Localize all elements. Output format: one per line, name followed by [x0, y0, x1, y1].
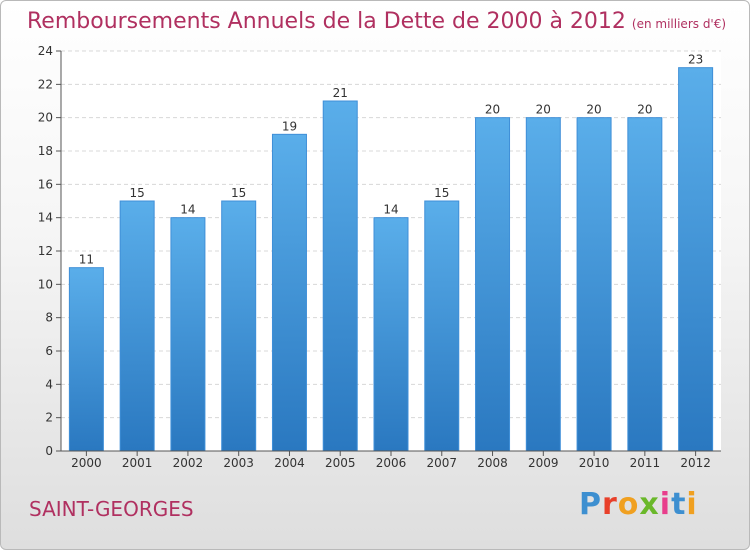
y-tick-label: 10 — [38, 277, 53, 291]
bar-value-label: 20 — [586, 103, 601, 117]
bar-2002 — [170, 217, 206, 452]
bar-value-label: 14 — [383, 203, 398, 217]
bar-2006 — [373, 217, 409, 452]
y-tick-label: 2 — [45, 411, 53, 425]
bar-value-label: 19 — [282, 119, 297, 133]
bar-value-label: 14 — [180, 203, 195, 217]
x-tick-label: 2003 — [223, 456, 254, 470]
bar-value-label: 15 — [130, 186, 145, 200]
logo-letter: t — [671, 487, 687, 522]
x-tick-label: 2001 — [122, 456, 153, 470]
bar-2010 — [576, 117, 612, 452]
bar-2001 — [119, 200, 155, 452]
y-tick-label: 6 — [45, 344, 53, 358]
bar-value-label: 20 — [485, 103, 500, 117]
logo-letter: P — [579, 487, 602, 522]
bar-value-label: 21 — [333, 86, 348, 100]
bar-value-label: 23 — [688, 53, 703, 67]
bar-value-label: 15 — [434, 186, 449, 200]
bar-2004 — [271, 133, 307, 452]
x-tick-label: 2008 — [477, 456, 508, 470]
proxiti-logo[interactable]: Proxiti — [579, 487, 698, 522]
y-tick-label: 14 — [38, 211, 53, 225]
y-tick-label: 4 — [45, 377, 53, 391]
x-tick-label: 2011 — [630, 456, 661, 470]
logo-letter: o — [617, 487, 640, 522]
logo-letter: r — [602, 487, 618, 522]
y-tick-label: 8 — [45, 311, 53, 325]
bar-value-label: 11 — [79, 253, 94, 267]
bar-value-label: 20 — [637, 103, 652, 117]
logo-letter: i — [686, 487, 698, 522]
bar-value-label: 20 — [536, 103, 551, 117]
bar-2003 — [221, 200, 257, 452]
bar-2011 — [627, 117, 663, 452]
x-tick-label: 2005 — [325, 456, 356, 470]
x-tick-label: 2004 — [274, 456, 305, 470]
x-tick-label: 2007 — [426, 456, 457, 470]
logo-letter: x — [639, 487, 660, 522]
bar-2000 — [68, 267, 104, 452]
chart-subtitle: (en milliers d'€) — [631, 17, 727, 31]
bar-2007 — [424, 200, 460, 452]
bar-2008 — [475, 117, 511, 452]
x-tick-label: 2000 — [71, 456, 102, 470]
y-tick-label: 20 — [38, 111, 53, 125]
x-tick-label: 2009 — [528, 456, 559, 470]
logo-letter: i — [659, 487, 672, 522]
x-tick-label: 2010 — [579, 456, 610, 470]
y-tick-label: 24 — [38, 44, 53, 58]
place-name: SAINT-GEORGES — [29, 497, 194, 521]
x-tick-label: 2012 — [680, 456, 711, 470]
y-tick-label: 22 — [38, 77, 53, 91]
bar-2009 — [525, 117, 561, 452]
x-tick-label: 2002 — [173, 456, 204, 470]
bar-2005 — [322, 100, 358, 452]
y-tick-label: 16 — [38, 177, 53, 191]
chart-title-text: Remboursements Annuels de la Dette de 20… — [27, 9, 626, 34]
y-tick-label: 0 — [45, 444, 53, 458]
chart-title: Remboursements Annuels de la Dette de 20… — [27, 9, 726, 34]
x-tick-label: 2006 — [376, 456, 407, 470]
y-tick-label: 18 — [38, 144, 53, 158]
bar-2012 — [678, 67, 714, 452]
bar-value-label: 15 — [231, 186, 246, 200]
y-tick-label: 12 — [38, 244, 53, 258]
